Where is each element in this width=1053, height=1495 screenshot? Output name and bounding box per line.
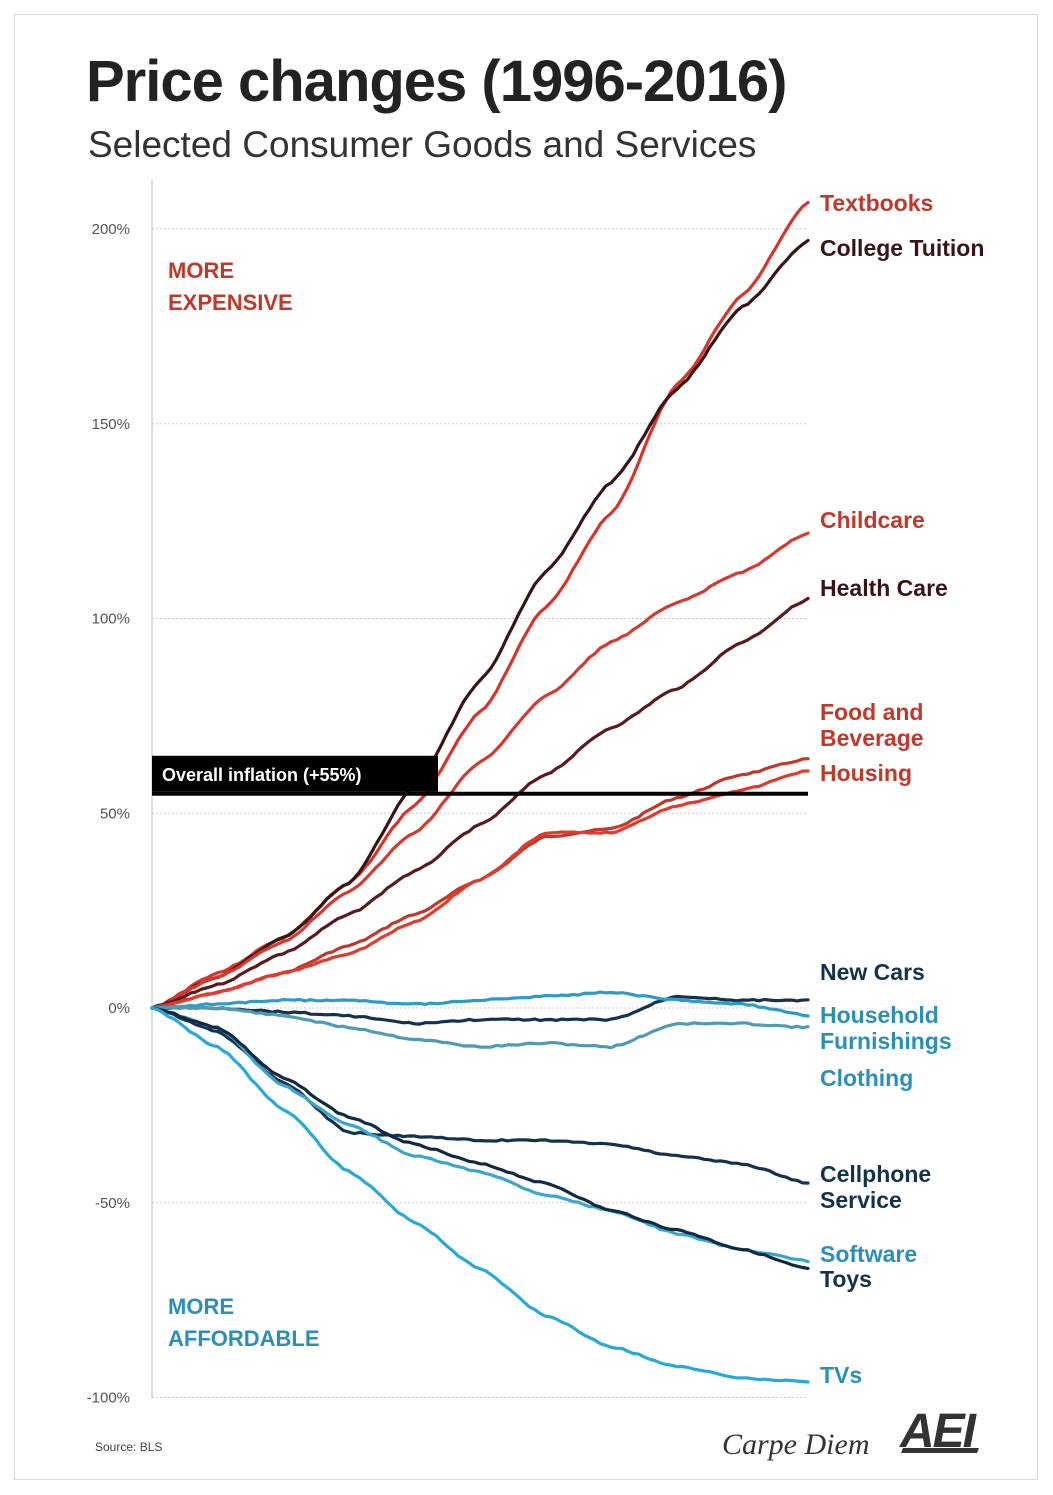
series-end-label: Food and [820,699,923,725]
source-note: Source: BLS [95,1440,163,1454]
y-tick-label: 200% [92,221,130,238]
series-end-label: Housing [820,760,912,786]
y-tick-label: 100% [92,611,130,628]
series-line-software [150,1006,810,1264]
infographic-frame [14,14,1038,1480]
series-line-tvs [150,1006,810,1384]
series-end-label: Cellphone [820,1161,931,1187]
chart-subtitle: Selected Consumer Goods and Services [88,124,757,165]
y-tick-label: 50% [100,805,130,822]
series-line-textbooks [150,200,810,1010]
series-end-label: New Cars [820,959,925,985]
series-line-household-furnishings [150,990,810,1018]
series-end-label: College Tuition [820,235,984,261]
series-end-label: Software [820,1241,917,1267]
series-line-toys [150,1006,810,1270]
more-expensive-annotation: EXPENSIVE [168,290,293,315]
series-end-label: TVs [820,1362,862,1388]
series-end-label: Clothing [820,1065,913,1091]
series-line-clothing [150,1005,810,1050]
series-end-label: Furnishings [820,1028,952,1054]
series-end-label: Health Care [820,575,948,601]
chart-title: Price changes (1996-2016) [86,49,787,114]
series-end-label: Textbooks [820,190,933,216]
brand-name: Carpe Diem [722,1428,870,1461]
y-tick-label: -100% [87,1390,130,1407]
series-end-label: Beverage [820,725,924,751]
series-end-label: Toys [820,1266,872,1292]
series-end-label: Childcare [820,507,925,533]
y-tick-label: 0% [108,1000,130,1017]
overall-inflation-label: Overall inflation (+55%) [162,765,362,785]
aei-logo-underline [901,1448,979,1453]
y-tick-label: -50% [95,1195,130,1212]
y-tick-label: 150% [92,416,130,433]
more-affordable-annotation: AFFORDABLE [168,1326,320,1351]
series-line-new-cars [150,994,810,1026]
series-line-housing [150,769,810,1010]
series-line-college-tuition [150,238,810,1010]
series-line-childcare [150,531,810,1010]
series-line-health-care [150,596,810,1010]
more-expensive-annotation: MORE [168,258,234,283]
series-end-label: Household [820,1002,939,1028]
overall-inflation-label-box [152,755,438,792]
series-line-cellphone-service [150,1006,810,1185]
series-end-label: Service [820,1187,902,1213]
more-affordable-annotation: MORE [168,1294,234,1319]
